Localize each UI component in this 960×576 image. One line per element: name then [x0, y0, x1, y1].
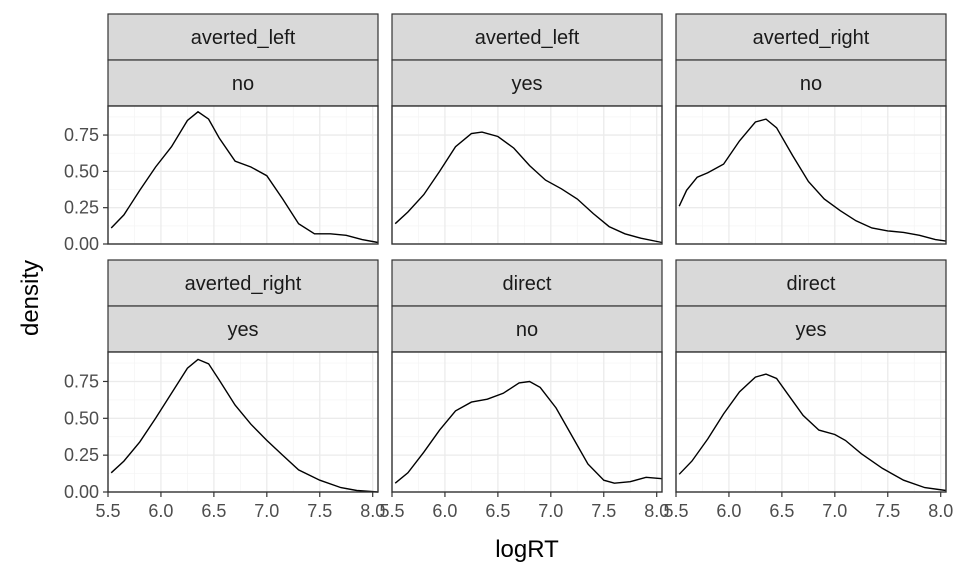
x-tick-label: 7.0	[254, 501, 279, 521]
x-tick-label: 6.0	[148, 501, 173, 521]
density-line	[678, 118, 947, 242]
facet-panels: averted_leftno0.000.250.500.75averted_le…	[64, 13, 953, 521]
facet-strip-top-label: direct	[503, 273, 552, 295]
x-tick-label: 6.0	[432, 501, 457, 521]
y-tick-label: 0.75	[64, 371, 99, 391]
facet-strip-top-label: direct	[787, 273, 836, 295]
facet-strip-bottom-label: yes	[511, 73, 542, 95]
facet-strip-top-label: averted_left	[191, 27, 296, 49]
density-line	[110, 358, 379, 493]
plot-area	[676, 106, 946, 244]
density-line	[394, 380, 663, 484]
facet-strip-bottom-label: no	[800, 73, 822, 95]
facet-strip-bottom	[391, 59, 663, 107]
facet-strip-bottom-label: yes	[795, 319, 826, 341]
x-tick-label: 6.5	[485, 501, 510, 521]
facet-panel: direct yes 5.5 6.0 6.5 7.0 7.5 8.0	[663, 259, 953, 521]
density-line	[110, 110, 379, 244]
x-tick-label: 7.0	[822, 501, 847, 521]
x-tick-label: 6.0	[716, 501, 741, 521]
x-tick-label: 8.0	[644, 501, 669, 521]
y-tick-label: 0.50	[64, 408, 99, 428]
x-tick-label: 5.5	[379, 501, 404, 521]
facet-strip-bottom	[675, 305, 947, 353]
plot-border	[675, 105, 947, 245]
facet-strip-top	[391, 259, 663, 307]
facet-strip-top-label: averted_left	[475, 27, 580, 49]
x-tick-label: 6.5	[769, 501, 794, 521]
plot-border	[675, 351, 947, 493]
y-tick-label: 0.25	[64, 445, 99, 465]
facet-strip-bottom	[107, 59, 379, 107]
y-tick-label: 0.00	[64, 482, 99, 502]
plot-border	[107, 105, 379, 245]
x-tick-label: 5.5	[663, 501, 688, 521]
facet-strip-bottom-label: yes	[227, 319, 258, 341]
y-tick-label: 0.50	[64, 161, 99, 181]
facet-strip-top	[107, 259, 379, 307]
plot-area	[392, 106, 662, 244]
x-tick-label: 7.5	[875, 501, 900, 521]
facet-strip-bottom	[107, 305, 379, 353]
plot-border	[391, 105, 663, 245]
y-tick-label: 0.00	[64, 234, 99, 254]
facet-strip-bottom-label: no	[516, 319, 538, 341]
y-tick-label: 0.75	[64, 125, 99, 145]
x-tick-label: 7.5	[307, 501, 332, 521]
facet-strip-top	[391, 13, 663, 61]
x-tick-label: 7.5	[591, 501, 616, 521]
facet-strip-bottom-label: no	[232, 73, 254, 95]
facet-strip-top-label: averted_right	[753, 27, 870, 49]
plot-area	[392, 352, 662, 492]
x-axis-title: logRT	[495, 536, 559, 563]
x-tick-label: 6.5	[201, 501, 226, 521]
facet-strip-top	[107, 13, 379, 61]
density-line	[678, 373, 947, 492]
plot-area	[108, 106, 378, 244]
x-tick-label: 8.0	[928, 501, 953, 521]
plot-border	[391, 351, 663, 493]
x-tick-label: 7.0	[538, 501, 563, 521]
y-axis-title: density	[17, 260, 44, 336]
facet-panel: direct no 5.5 6.0 6.5 7.0 7.5 8.0	[379, 259, 669, 521]
facet-strip-top-label: averted_right	[185, 273, 302, 295]
x-tick-label: 5.5	[95, 501, 120, 521]
x-tick-label: 8.0	[360, 501, 385, 521]
density-line	[394, 131, 663, 244]
facet-strip-bottom	[391, 305, 663, 353]
plot-border	[107, 351, 379, 493]
plot-area	[108, 352, 378, 492]
y-tick-label: 0.25	[64, 198, 99, 218]
